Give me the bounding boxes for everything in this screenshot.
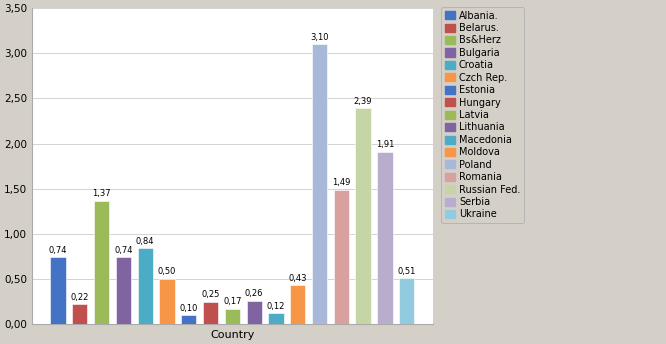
Text: 0,51: 0,51 (398, 267, 416, 276)
Text: 1,37: 1,37 (93, 189, 111, 198)
Bar (224, 309, 240, 324)
Bar (312, 44, 327, 324)
Bar (181, 315, 196, 324)
Text: 0,26: 0,26 (245, 289, 263, 298)
Text: 0,17: 0,17 (223, 297, 242, 306)
Bar (377, 152, 392, 324)
Text: 1,91: 1,91 (376, 140, 394, 149)
Text: 0,43: 0,43 (288, 274, 307, 283)
Bar (356, 108, 371, 324)
Text: 0,74: 0,74 (114, 246, 133, 255)
Text: 0,74: 0,74 (49, 246, 67, 255)
Text: 0,84: 0,84 (136, 237, 155, 246)
Bar (137, 248, 153, 324)
Bar (268, 313, 284, 324)
X-axis label: Country: Country (210, 330, 254, 340)
Bar (159, 279, 174, 324)
Bar (203, 302, 218, 324)
Text: 2,39: 2,39 (354, 97, 372, 106)
Bar (94, 201, 109, 324)
Legend: Albania., Belarus., Bs&Herz, Bulgaria, Croatia, Czch Rep., Estonia, Hungary, Lat: Albania., Belarus., Bs&Herz, Bulgaria, C… (442, 7, 524, 223)
Text: 0,12: 0,12 (267, 302, 285, 311)
Bar (72, 304, 87, 324)
Bar (51, 257, 66, 324)
Text: 0,25: 0,25 (201, 290, 220, 299)
Bar (334, 190, 349, 324)
Text: 0,50: 0,50 (158, 267, 176, 277)
Bar (116, 257, 131, 324)
Text: 3,10: 3,10 (310, 33, 329, 42)
Bar (290, 286, 305, 324)
Bar (246, 301, 262, 324)
Text: 0,22: 0,22 (71, 293, 89, 302)
Text: 1,49: 1,49 (332, 178, 350, 187)
Bar (399, 278, 414, 324)
Text: 0,10: 0,10 (180, 303, 198, 313)
